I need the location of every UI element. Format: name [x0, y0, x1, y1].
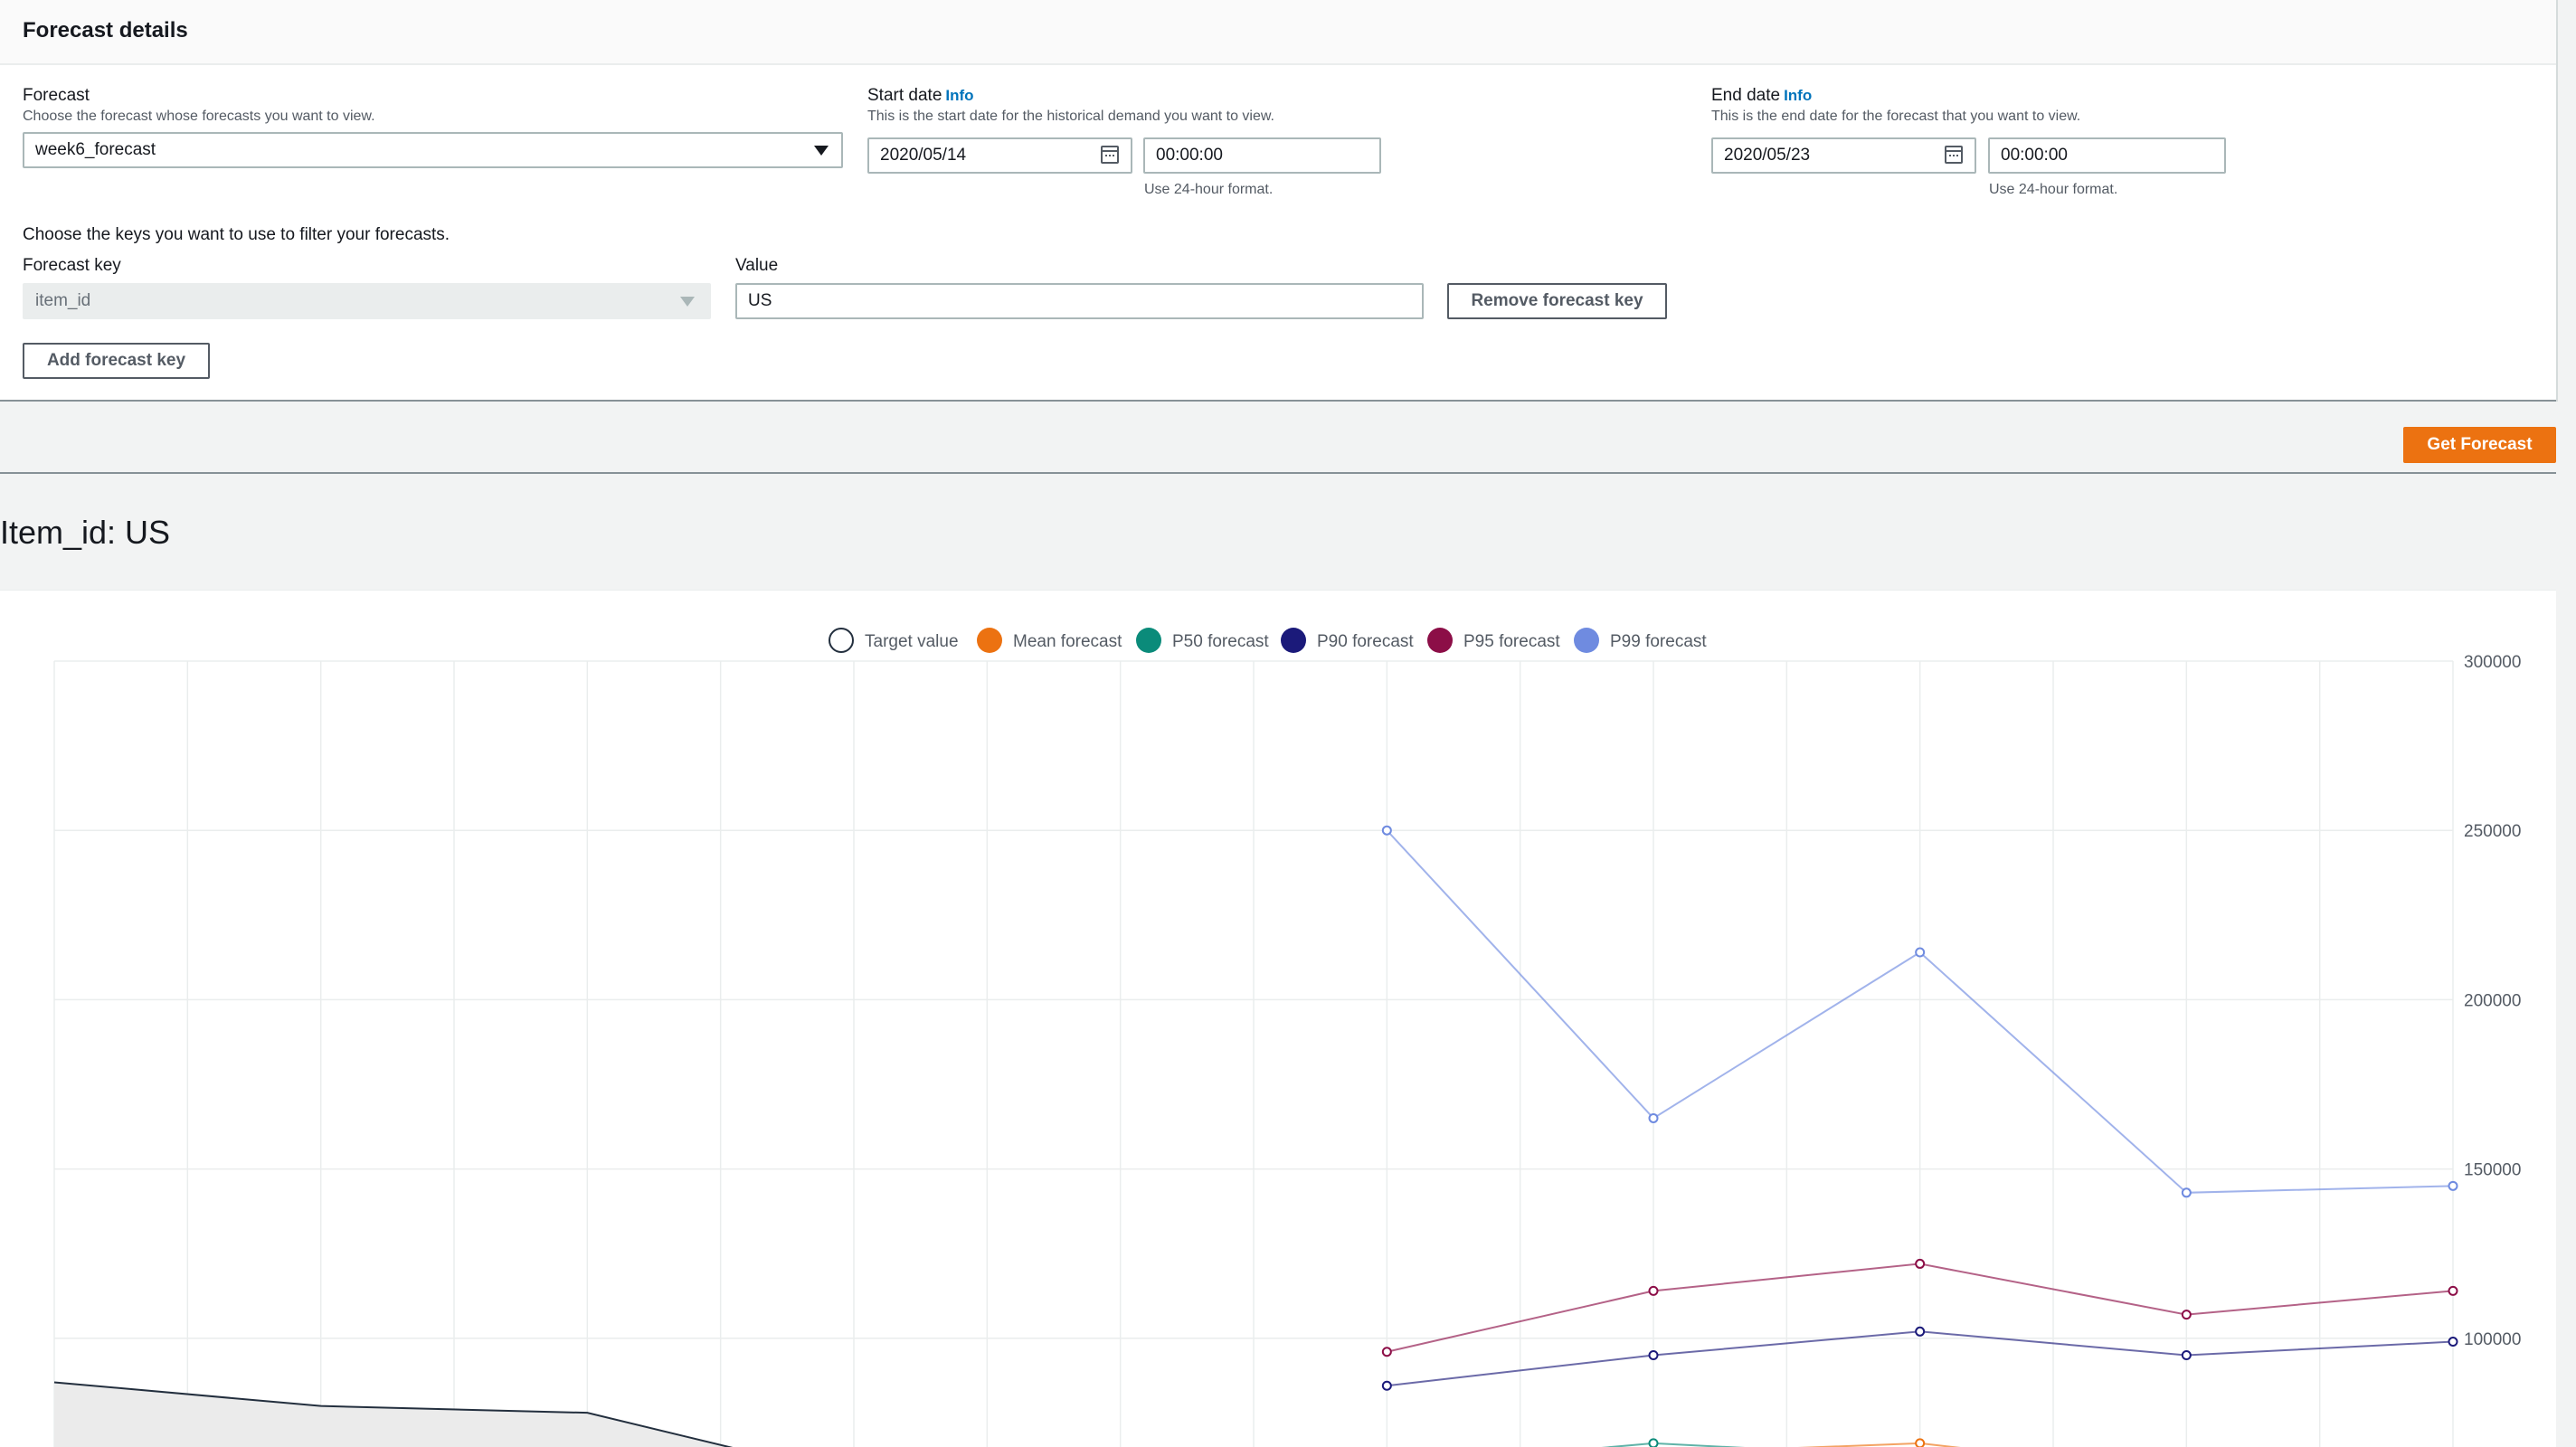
data-point [1648, 1438, 1659, 1447]
end-time-input[interactable]: 00:00:00 [1988, 137, 2226, 174]
forecast-details-panel: Forecast details Forecast Choose the for… [0, 0, 2556, 402]
end-date-label: End date Info [1711, 86, 1812, 106]
data-point [1915, 947, 1926, 958]
value-input-text: US [748, 291, 772, 310]
data-point [1381, 1347, 1392, 1357]
end-time-value: 00:00:00 [2001, 146, 2068, 165]
forecast-key-value: item_id [35, 291, 91, 310]
data-point [1648, 1112, 1659, 1123]
end-date-value: 2020/05/23 [1724, 146, 1811, 165]
end-date-info-link[interactable]: Info [1784, 87, 1813, 104]
forecast-key-label: Forecast key [23, 256, 121, 275]
value-input[interactable]: US [735, 283, 1424, 319]
data-point [1648, 1285, 1659, 1296]
forecast-description: Choose the forecast whose forecasts you … [23, 109, 375, 124]
series-line-target-value [53, 1381, 734, 1447]
y-tick-label: 200000 [2464, 991, 2521, 1010]
legend-marker [1136, 628, 1161, 653]
start-date-input[interactable]: 2020/05/14 [867, 137, 1132, 174]
panel-header: Forecast details [0, 0, 2556, 65]
start-date-description: This is the start date for the historica… [867, 109, 1274, 124]
data-point [1381, 825, 1392, 836]
start-time-value: 00:00:00 [1156, 146, 1223, 165]
get-forecast-button[interactable]: Get Forecast [2403, 427, 2556, 463]
panel-title: Forecast details [23, 18, 188, 43]
data-point [2181, 1310, 2192, 1320]
calendar-icon[interactable] [1945, 146, 1963, 164]
start-date-label: Start date Info [867, 86, 974, 106]
end-date-description: This is the end date for the forecast th… [1711, 109, 2081, 124]
data-point [2181, 1187, 2192, 1198]
legend-marker [1281, 628, 1306, 653]
calendar-icon[interactable] [1101, 146, 1119, 164]
data-point [1915, 1326, 1926, 1337]
legend-label: P95 forecast [1463, 632, 1560, 651]
data-point [1915, 1258, 1926, 1269]
y-tick-label: 250000 [2464, 822, 2521, 841]
legend-marker [1574, 628, 1599, 653]
series-area-target-value [54, 1382, 730, 1447]
forecast-label: Forecast [23, 86, 90, 105]
start-time-hint: Use 24-hour format. [1144, 182, 1274, 197]
keys-intro: Choose the keys you want to use to filte… [23, 225, 450, 244]
data-point [2181, 1350, 2192, 1361]
legend-marker [1427, 628, 1453, 653]
legend-label: Target value [865, 632, 959, 651]
forecast-key-select: item_id [23, 283, 711, 319]
data-point [1648, 1350, 1659, 1361]
start-date-info-link[interactable]: Info [945, 87, 974, 104]
forecast-select-value: week6_forecast [35, 140, 156, 159]
start-date-value: 2020/05/14 [880, 146, 967, 165]
end-date-input[interactable]: 2020/05/23 [1711, 137, 1976, 174]
y-tick-label: 150000 [2464, 1161, 2521, 1180]
start-date-label-text: Start date [867, 86, 942, 105]
legend-marker [977, 628, 1002, 653]
legend-label: P50 forecast [1172, 632, 1269, 651]
remove-forecast-key-button[interactable]: Remove forecast key [1447, 283, 1667, 319]
chart-heading: Item_id: US [0, 514, 171, 551]
legend-label: P99 forecast [1610, 632, 1707, 651]
y-tick-label: 100000 [2464, 1330, 2521, 1349]
start-time-input[interactable]: 00:00:00 [1143, 137, 1381, 174]
value-label: Value [735, 256, 779, 275]
chevron-down-icon[interactable] [814, 146, 829, 156]
legend-label: Mean forecast [1013, 632, 1122, 651]
end-date-label-text: End date [1711, 86, 1781, 105]
legend-marker [829, 628, 854, 653]
data-point [2448, 1180, 2458, 1191]
chevron-down-icon [680, 297, 695, 307]
forecast-select[interactable]: week6_forecast [23, 132, 843, 168]
section-divider [0, 472, 2556, 474]
data-point [2448, 1337, 2458, 1348]
forecast-chart: 50000100000150000200000250000300000Targe… [53, 628, 2521, 1447]
chart-card: 50000100000150000200000250000300000Targe… [0, 590, 2556, 1447]
end-time-hint: Use 24-hour format. [1989, 182, 2118, 197]
legend-label: P90 forecast [1317, 632, 1414, 651]
data-point [2448, 1285, 2458, 1296]
data-point [1915, 1438, 1926, 1447]
data-point [1381, 1380, 1392, 1391]
y-tick-label: 300000 [2464, 653, 2521, 672]
add-forecast-key-button[interactable]: Add forecast key [23, 343, 210, 379]
